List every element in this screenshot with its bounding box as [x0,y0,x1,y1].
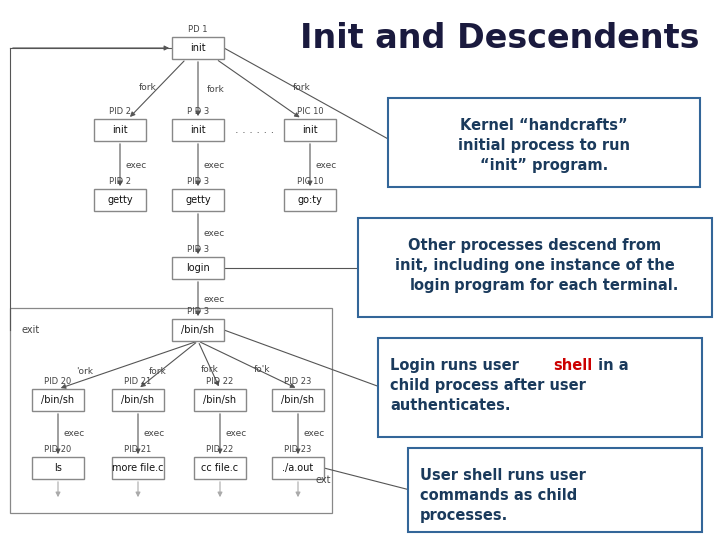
Text: exec: exec [125,160,147,170]
Text: getty: getty [107,195,132,205]
Text: PID 20: PID 20 [45,445,71,454]
FancyBboxPatch shape [194,457,246,479]
Text: /bin/sh: /bin/sh [282,395,315,405]
Text: Other processes descend from: Other processes descend from [408,238,662,253]
Text: PIC 10: PIC 10 [297,107,323,116]
FancyBboxPatch shape [94,119,146,141]
Text: init: init [112,125,128,135]
Text: Init and Descendents: Init and Descendents [300,22,700,55]
FancyBboxPatch shape [172,119,224,141]
Text: 'ork: 'ork [76,368,94,376]
Text: authenticates.: authenticates. [390,398,510,413]
Text: fork: fork [149,368,167,376]
FancyBboxPatch shape [32,457,84,479]
Text: initial process to run: initial process to run [458,138,630,153]
Text: init, including one instance of the: init, including one instance of the [395,258,675,273]
Text: PID 20: PID 20 [45,377,71,386]
Text: PID 23: PID 23 [284,377,312,386]
Text: cc file.c: cc file.c [202,463,238,473]
Text: more file.c: more file.c [112,463,163,473]
Text: User shell runs user: User shell runs user [420,468,586,483]
Text: ./a.out: ./a.out [282,463,314,473]
Text: PID 21: PID 21 [125,445,152,454]
Text: commands as child: commands as child [420,488,577,503]
FancyBboxPatch shape [358,218,712,317]
Text: in a: in a [593,358,629,373]
Text: processes.: processes. [420,508,508,523]
Text: PD 1: PD 1 [188,25,208,34]
Text: exec: exec [203,230,225,239]
Text: exit: exit [22,325,40,335]
Text: /bin/sh: /bin/sh [122,395,155,405]
FancyBboxPatch shape [194,389,246,411]
FancyBboxPatch shape [408,448,702,532]
FancyBboxPatch shape [272,389,324,411]
Text: exec: exec [203,160,225,170]
Text: exec: exec [303,429,325,438]
Text: PID 23: PID 23 [284,445,312,454]
Text: fork: fork [201,366,219,375]
FancyBboxPatch shape [32,389,84,411]
Text: PIC 10: PIC 10 [297,177,323,186]
Text: “init” program.: “init” program. [480,158,608,173]
Text: ext: ext [315,475,330,485]
FancyBboxPatch shape [172,37,224,59]
Text: PID 22: PID 22 [207,377,233,386]
FancyBboxPatch shape [284,119,336,141]
Text: /bin/sh: /bin/sh [42,395,75,405]
Text: exec: exec [63,429,85,438]
Text: PID 3: PID 3 [187,307,209,316]
Text: PID 3: PID 3 [187,245,209,254]
Text: login: login [410,278,451,293]
Text: Login runs user: Login runs user [390,358,524,373]
Text: fork: fork [139,83,157,91]
FancyBboxPatch shape [112,389,164,411]
FancyBboxPatch shape [172,189,224,211]
Text: exec: exec [203,294,225,303]
Text: init: init [190,43,206,53]
Text: program for each terminal.: program for each terminal. [449,278,678,293]
FancyBboxPatch shape [272,457,324,479]
Text: exec: exec [225,429,247,438]
Text: PID 21: PID 21 [125,377,152,386]
Text: Kernel “handcrafts”: Kernel “handcrafts” [460,118,628,133]
Text: /bin/sh: /bin/sh [181,325,215,335]
Text: PID 22: PID 22 [207,445,233,454]
Text: PID 2: PID 2 [109,107,131,116]
Text: go:ty: go:ty [297,195,323,205]
Text: shell: shell [553,358,593,373]
FancyBboxPatch shape [172,257,224,279]
Text: P D 3: P D 3 [187,107,209,116]
Text: PID 2: PID 2 [109,177,131,186]
FancyBboxPatch shape [388,98,700,187]
FancyBboxPatch shape [94,189,146,211]
Text: child process after user: child process after user [390,378,586,393]
Text: exec: exec [143,429,165,438]
Text: ls: ls [54,463,62,473]
Text: init: init [302,125,318,135]
Text: /bin/sh: /bin/sh [204,395,237,405]
Text: init: init [190,125,206,135]
Text: . . . . . .: . . . . . . [235,125,274,135]
FancyBboxPatch shape [112,457,164,479]
Text: fork: fork [293,83,311,91]
Text: fork: fork [207,85,225,94]
FancyBboxPatch shape [284,189,336,211]
Text: exec: exec [315,160,337,170]
Text: PID 3: PID 3 [187,177,209,186]
Text: login: login [186,263,210,273]
FancyBboxPatch shape [378,338,702,437]
Text: getty: getty [185,195,211,205]
Text: fo'k: fo'k [253,366,270,375]
FancyBboxPatch shape [172,319,224,341]
